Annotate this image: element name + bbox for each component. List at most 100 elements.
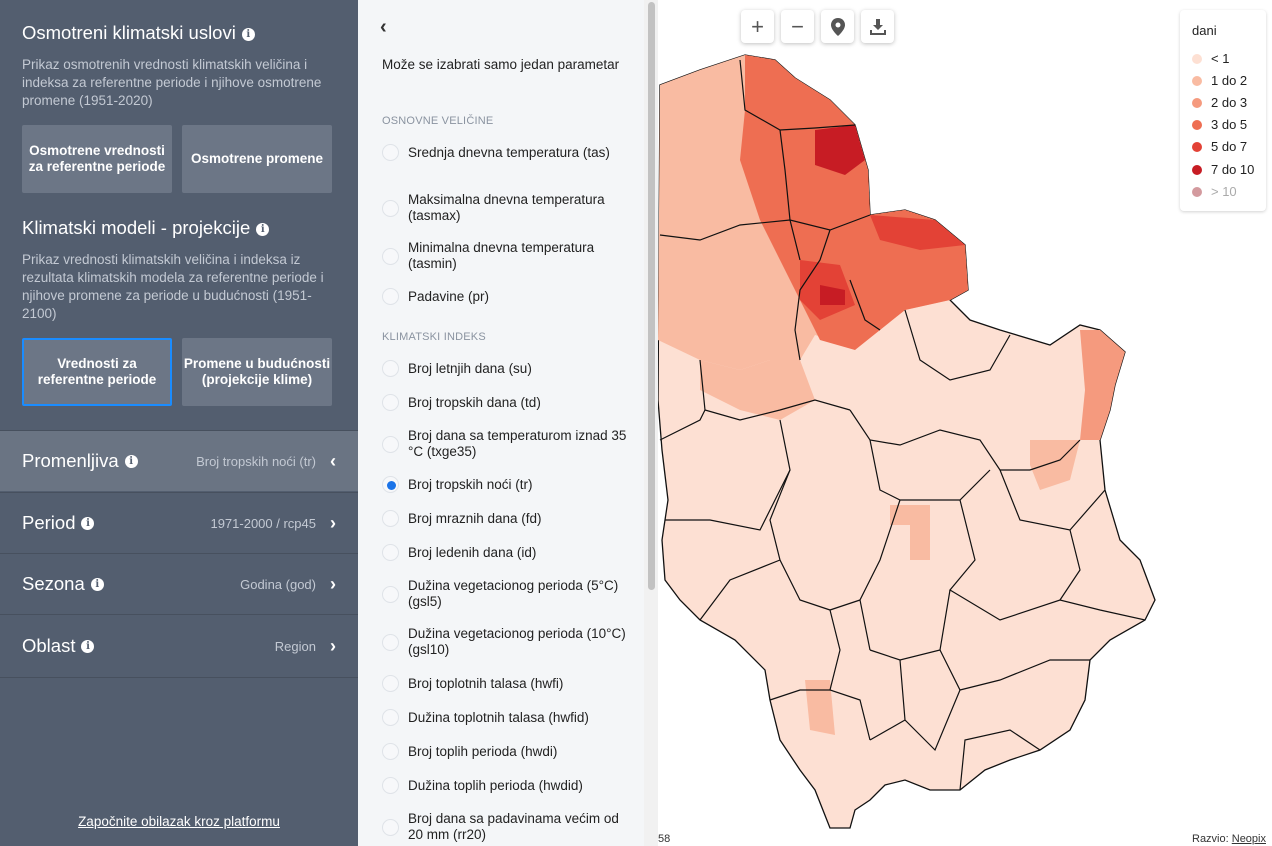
param-value: Broj tropskih noći (tr) xyxy=(196,453,316,469)
legend-swatch xyxy=(1192,53,1202,64)
radio-button[interactable] xyxy=(382,199,399,217)
option-label: Broj dana sa padavinama većim od 20 mm (… xyxy=(408,811,619,842)
observed-changes-button[interactable]: Osmotrene promene xyxy=(182,125,332,193)
option-label: Broj mraznih dana (fd) xyxy=(408,510,542,526)
option-hwdi[interactable]: Broj toplih perioda (hwdi) xyxy=(382,743,627,760)
option-label: Broj ledenih dana (id) xyxy=(408,544,537,560)
legend-swatch xyxy=(1192,186,1202,197)
option-tas[interactable]: Srednja dnevna temperatura (tas) xyxy=(382,144,627,161)
legend-swatch xyxy=(1192,164,1202,175)
param-value: Region xyxy=(274,638,316,654)
option-rr20[interactable]: Broj dana sa padavinama većim od 20 mm (… xyxy=(382,811,627,843)
models-title: Klimatski modeli - projekcije i xyxy=(22,217,270,239)
radio-button[interactable] xyxy=(382,544,399,561)
info-icon[interactable]: i xyxy=(256,223,270,236)
option-tasmin[interactable]: Minimalna dnevna temperatura (tasmin) xyxy=(382,240,627,272)
chevron-right-icon: › xyxy=(330,573,336,594)
option-hwdid[interactable]: Dužina toplih perioda (hwdid) xyxy=(382,777,627,794)
option-fd[interactable]: Broj mraznih dana (fd) xyxy=(382,510,627,527)
chevron-right-icon: › xyxy=(330,635,336,656)
models-description: Prikaz vrednosti klimatskih veličina i i… xyxy=(22,252,324,321)
info-icon[interactable]: i xyxy=(90,577,104,591)
hot-zone-5 xyxy=(870,215,965,250)
radio-button[interactable] xyxy=(382,510,399,527)
map-area[interactable]: + − xyxy=(658,0,1272,846)
option-hwfid[interactable]: Dužina toplotnih talasa (hwfid) xyxy=(382,709,627,726)
tour-link[interactable]: Započnite obilazak kroz platformu xyxy=(78,814,280,829)
radio-button[interactable] xyxy=(382,360,399,377)
hot-zone-2 xyxy=(815,125,865,175)
map-legend: dani < 1 1 do 2 2 do 3 3 do 5 5 do 7 7 d… xyxy=(1180,10,1266,211)
radio-button[interactable] xyxy=(382,435,399,453)
group-label-basic: OSNOVNE VELIČINE xyxy=(382,115,494,127)
radio-button[interactable] xyxy=(382,675,399,692)
observed-values-button[interactable]: Osmotrene vrednosti za referentne period… xyxy=(22,125,172,193)
legend-label: < 1 xyxy=(1211,51,1230,66)
radio-button[interactable] xyxy=(382,633,399,651)
option-label: Broj dana sa temperaturom iznad 35 °C (t… xyxy=(408,428,627,459)
option-label: Broj tropskih dana (td) xyxy=(408,394,541,410)
option-label: Srednja dnevna temperatura (tas) xyxy=(408,144,610,160)
param-row-area[interactable]: Oblast i Region › xyxy=(0,614,358,678)
scrollbar-thumb[interactable] xyxy=(648,2,655,590)
download-icon xyxy=(869,18,886,35)
option-gsl10[interactable]: Dužina vegetacionog perioda (10°C) (gsl1… xyxy=(382,626,627,658)
radio-button[interactable] xyxy=(382,394,399,411)
reference-values-button[interactable]: Vrednosti za referentne periode xyxy=(22,338,172,406)
option-su[interactable]: Broj letnjih dana (su) xyxy=(382,360,627,377)
radio-button[interactable] xyxy=(382,585,399,603)
param-label: Sezona xyxy=(22,573,85,594)
option-td[interactable]: Broj tropskih dana (td) xyxy=(382,394,627,411)
legend-label: 1 do 2 xyxy=(1211,73,1248,88)
legend-label: 2 do 3 xyxy=(1211,95,1248,110)
map-footer-credit: Razvio: Neopix xyxy=(1192,833,1266,845)
zoom-in-button[interactable]: + xyxy=(741,10,774,43)
future-changes-button[interactable]: Promene u budućnosti (projekcije klime) xyxy=(182,338,332,406)
map-footer-left: 58 xyxy=(658,833,671,845)
legend-item: > 10 xyxy=(1192,184,1237,199)
neopix-link[interactable]: Neopix xyxy=(1231,833,1266,845)
radio-button[interactable] xyxy=(382,818,399,836)
option-tr[interactable]: Broj tropskih noći (tr) xyxy=(382,476,627,493)
param-label: Period xyxy=(22,512,76,533)
center-spot xyxy=(890,505,930,560)
radio-button[interactable] xyxy=(382,247,399,265)
radio-button[interactable] xyxy=(382,777,399,794)
param-row-season[interactable]: Sezona i Godina (god) › xyxy=(0,553,358,614)
info-icon[interactable]: i xyxy=(241,28,255,41)
left-panel: Osmotreni klimatski uslovi i Prikaz osmot… xyxy=(0,0,358,846)
option-tasmax[interactable]: Maksimalna dnevna temperatura (tasmax) xyxy=(382,192,627,224)
minus-icon: − xyxy=(791,13,804,39)
download-button[interactable] xyxy=(861,10,894,43)
param-row-variable[interactable]: Promenljiva i Broj tropskih noći (tr) ‹ xyxy=(0,430,358,491)
info-icon[interactable]: i xyxy=(124,454,138,468)
option-id[interactable]: Broj ledenih dana (id) xyxy=(382,544,627,561)
legend-label: 5 do 7 xyxy=(1211,139,1248,154)
legend-item: 2 do 3 xyxy=(1192,95,1247,110)
observed-title: Osmotreni klimatski uslovi i xyxy=(22,22,255,44)
radio-button-selected[interactable] xyxy=(382,476,399,493)
locate-button[interactable] xyxy=(821,10,854,43)
district-borders xyxy=(659,59,1146,791)
legend-item: 7 do 10 xyxy=(1192,162,1254,177)
option-gsl5[interactable]: Dužina vegetacionog perioda (5°C) (gsl5) xyxy=(382,578,627,610)
panel-intro: Može se izabrati samo jedan parametar xyxy=(382,57,620,72)
option-txge35[interactable]: Broj dana sa temperaturom iznad 35 °C (t… xyxy=(382,428,627,460)
option-label: Broj toplih perioda (hwdi) xyxy=(408,743,558,759)
zoom-out-button[interactable]: − xyxy=(781,10,814,43)
radio-button[interactable] xyxy=(382,288,399,305)
back-chevron-icon[interactable]: ‹ xyxy=(380,16,387,38)
info-icon[interactable]: i xyxy=(81,516,95,530)
option-pr[interactable]: Padavine (pr) xyxy=(382,288,627,305)
legend-swatch xyxy=(1192,141,1202,152)
param-row-period[interactable]: Period i 1971-2000 / rcp45 › xyxy=(0,492,358,553)
info-icon[interactable]: i xyxy=(81,639,95,653)
option-hwfi[interactable]: Broj toplotnih talasa (hwfi) xyxy=(382,675,627,692)
option-label: Broj letnjih dana (su) xyxy=(408,360,532,376)
option-label: Padavine (pr) xyxy=(408,288,490,304)
radio-button[interactable] xyxy=(382,743,399,760)
radio-button[interactable] xyxy=(382,144,399,161)
param-label: Oblast xyxy=(22,635,76,656)
radio-button[interactable] xyxy=(382,709,399,726)
hot-zone-4 xyxy=(820,285,845,305)
